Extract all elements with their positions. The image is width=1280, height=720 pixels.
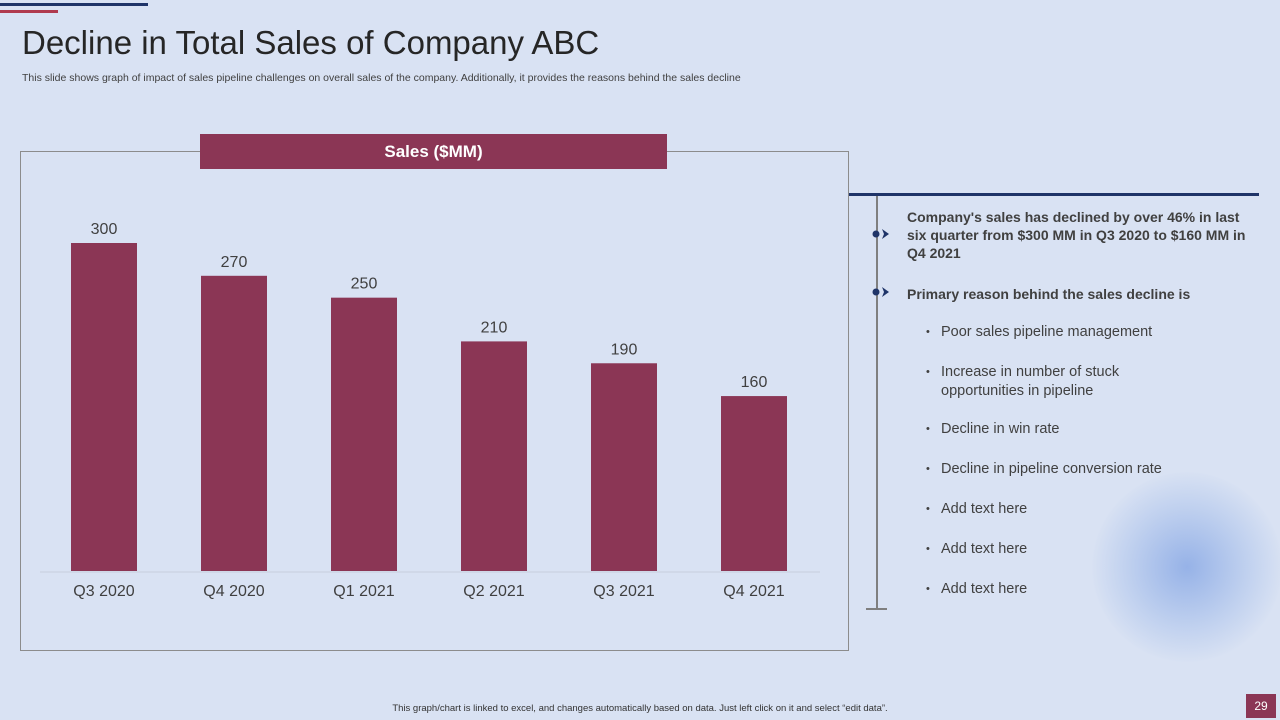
- timeline-foot: [866, 608, 887, 610]
- data-label: 250: [351, 276, 378, 293]
- slide-subtitle: This slide shows graph of impact of sale…: [22, 72, 741, 84]
- page-number: 29: [1246, 694, 1276, 718]
- top-accent-red-line: [0, 10, 58, 13]
- x-tick-label: Q4 2021: [723, 583, 784, 600]
- bar-q2-2021[interactable]: [461, 341, 527, 571]
- footer-note: This graph/chart is linked to excel, and…: [392, 703, 888, 714]
- data-label: 210: [481, 319, 508, 336]
- right-panel-divider: [849, 193, 1259, 196]
- chevron-arrow-icon: [872, 287, 889, 297]
- bullet-dot: •: [926, 463, 930, 475]
- list-item: • Add text here: [926, 541, 1028, 557]
- data-label: 300: [91, 221, 118, 238]
- list-item: • Add text here: [926, 581, 1028, 597]
- decorative-glow: [1092, 472, 1280, 662]
- chevron-arrow-icon: [872, 229, 889, 239]
- list-item: • Add text here: [926, 501, 1028, 517]
- insight-point-decline: Company's sales has declined by over 46%…: [907, 209, 1246, 261]
- list-item: • Poor sales pipeline management: [926, 324, 1153, 340]
- x-tick-label: Q1 2021: [333, 583, 394, 600]
- insight-point-reason: Primary reason behind the sales decline …: [907, 286, 1191, 302]
- bullet-dot: •: [926, 543, 930, 555]
- list-item: • Decline in pipeline conversion rate: [926, 461, 1162, 477]
- x-tick-label: Q3 2020: [73, 583, 134, 600]
- data-label: 190: [611, 341, 638, 358]
- bullet-dot: •: [926, 583, 930, 595]
- data-label: 160: [741, 374, 768, 391]
- bar-q4-2021[interactable]: [721, 396, 787, 571]
- bullet-dot: •: [926, 326, 930, 338]
- bullet-dot: •: [926, 366, 930, 378]
- list-item: • Increase in number of stuck opportuniti…: [926, 364, 1120, 399]
- x-tick-label: Q2 2021: [463, 583, 524, 600]
- bar-chart[interactable]: 300 Q3 2020 270 Q4 2020 250 Q1 2021 210 Q2 2021…: [0, 0, 860, 660]
- bar-q3-2021[interactable]: [591, 363, 657, 571]
- timeline-vertical-line: [876, 196, 878, 609]
- chart-title: Sales ($MM): [200, 134, 667, 169]
- list-item: • Decline in win rate: [926, 421, 1060, 437]
- bar-q3-2020[interactable]: [71, 243, 137, 571]
- top-accent-navy-line: [0, 3, 148, 6]
- bullet-dot: •: [926, 503, 930, 515]
- bar-q1-2021[interactable]: [331, 297, 397, 571]
- slide-title: Decline in Total Sales of Company ABC: [22, 24, 600, 61]
- x-tick-label: Q3 2021: [593, 583, 654, 600]
- bullet-dot: •: [926, 423, 930, 435]
- x-tick-label: Q4 2020: [203, 583, 264, 600]
- data-label: 270: [221, 254, 248, 271]
- bar-q4-2020[interactable]: [201, 275, 267, 571]
